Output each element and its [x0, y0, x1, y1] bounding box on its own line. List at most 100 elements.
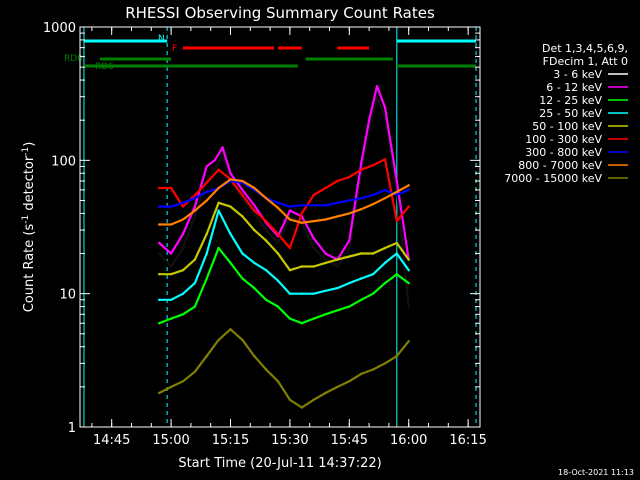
data-point-5-1 — [169, 186, 173, 190]
data-point-0-12 — [288, 215, 292, 218]
data-point-6-1 — [169, 205, 173, 208]
data-point-6-13 — [312, 204, 315, 207]
data-point-0-0 — [158, 252, 161, 255]
data-point-1-9 — [253, 204, 256, 207]
data-point-0-5 — [213, 168, 216, 171]
data-point-2-18 — [371, 292, 375, 295]
data-point-4-4 — [205, 232, 208, 236]
data-point-3-11 — [288, 292, 292, 295]
y-tick-label-2: 100 — [51, 154, 76, 169]
series-line-7 — [159, 178, 410, 226]
data-point-6-18 — [371, 193, 375, 197]
data-point-6-10 — [276, 201, 280, 204]
data-point-3-1 — [169, 298, 173, 301]
data-point-4-13 — [312, 265, 315, 268]
data-point-4-7 — [241, 215, 244, 218]
y-axis-label-exp-1: -1 — [21, 215, 31, 224]
data-point-2-3 — [193, 305, 197, 308]
data-point-8-0 — [158, 391, 161, 395]
plot-frame — [79, 26, 481, 428]
series-line-2 — [158, 246, 410, 325]
data-point-3-12 — [300, 292, 303, 295]
data-point-5-3 — [193, 193, 197, 197]
data-point-2-1 — [169, 317, 173, 320]
data-point-8-11 — [288, 398, 292, 401]
flag-label-rd0: RD0 — [64, 54, 83, 64]
data-point-6-15 — [336, 201, 339, 204]
y-tick-label-0: 1 — [68, 421, 76, 436]
data-point-1-0 — [158, 241, 161, 245]
data-point-8-7 — [241, 338, 244, 342]
data-point-8-20 — [395, 354, 398, 358]
data-point-4-1 — [169, 273, 173, 276]
data-point-2-7 — [241, 277, 244, 280]
data-point-5-4 — [205, 181, 208, 184]
data-point-2-20 — [395, 273, 398, 276]
data-point-1-15 — [324, 252, 327, 255]
data-point-2-17 — [360, 298, 363, 301]
data-point-1-2 — [181, 232, 185, 236]
data-point-8-8 — [253, 354, 256, 358]
data-point-4-21 — [407, 258, 410, 261]
data-point-1-19 — [367, 119, 371, 122]
data-point-5-11 — [288, 246, 292, 250]
data-point-5-21 — [407, 205, 410, 208]
x-tick-label-6: 16:15 — [449, 433, 486, 448]
data-point-2-16 — [348, 305, 351, 308]
data-point-5-7 — [241, 193, 244, 197]
data-point-2-2 — [181, 313, 185, 316]
data-point-7-10 — [276, 206, 280, 210]
x-tick-label-5: 16:00 — [390, 433, 427, 448]
data-point-0-15 — [324, 258, 327, 261]
data-point-1-14 — [312, 237, 315, 240]
data-point-7-3 — [193, 209, 197, 212]
data-point-2-11 — [288, 317, 292, 320]
data-point-2-19 — [383, 281, 387, 285]
data-point-3-14 — [324, 289, 327, 292]
data-point-0-1 — [169, 265, 173, 268]
data-point-4-16 — [348, 255, 351, 258]
data-point-3-2 — [181, 292, 185, 295]
data-point-6-4 — [205, 190, 208, 194]
data-point-7-16 — [348, 212, 351, 215]
data-point-4-2 — [181, 269, 185, 272]
data-point-4-12 — [300, 265, 303, 268]
data-point-4-3 — [193, 258, 197, 261]
y-tick-label-3: 1000 — [43, 21, 76, 36]
y-axis-label-part-3: ) — [22, 142, 37, 147]
series-line-5 — [159, 158, 410, 250]
data-point-6-11 — [288, 205, 292, 208]
data-point-8-14 — [324, 391, 327, 395]
flag-label-rd6: RD6 — [95, 62, 114, 72]
legend-label-7: 800 - 7000 keV — [518, 159, 602, 172]
series-line-1 — [158, 85, 410, 261]
data-point-2-0 — [158, 322, 161, 325]
data-point-7-5 — [217, 186, 220, 190]
legend-label-3: 25 - 50 keV — [539, 107, 602, 120]
data-point-7-14 — [324, 218, 327, 221]
data-point-1-6 — [221, 146, 224, 149]
series-line-8 — [158, 328, 410, 409]
data-point-8-15 — [336, 385, 339, 389]
y-axis-label: Count Rate (s-1 detector-1) — [21, 142, 37, 313]
data-point-4-10 — [276, 252, 280, 255]
data-point-8-16 — [348, 380, 351, 383]
data-point-4-8 — [253, 228, 256, 232]
data-point-7-21 — [407, 184, 410, 187]
data-point-3-15 — [336, 286, 339, 290]
data-point-4-0 — [158, 273, 161, 276]
data-point-2-9 — [264, 298, 268, 301]
chart-title: RHESSI Observing Summary Count Rates — [125, 4, 435, 22]
data-point-8-21 — [407, 340, 410, 343]
data-point-7-1 — [169, 223, 173, 226]
data-point-5-2 — [181, 205, 185, 208]
x-tick-label-0: 14:45 — [93, 433, 130, 448]
data-point-1-5 — [213, 159, 216, 162]
data-point-2-14 — [324, 313, 327, 316]
data-point-3-16 — [348, 281, 351, 285]
y-axis-label-exp-2: -1 — [21, 147, 31, 156]
data-point-8-5 — [217, 338, 220, 342]
series-line-3 — [159, 209, 410, 301]
data-point-7-18 — [371, 202, 375, 206]
